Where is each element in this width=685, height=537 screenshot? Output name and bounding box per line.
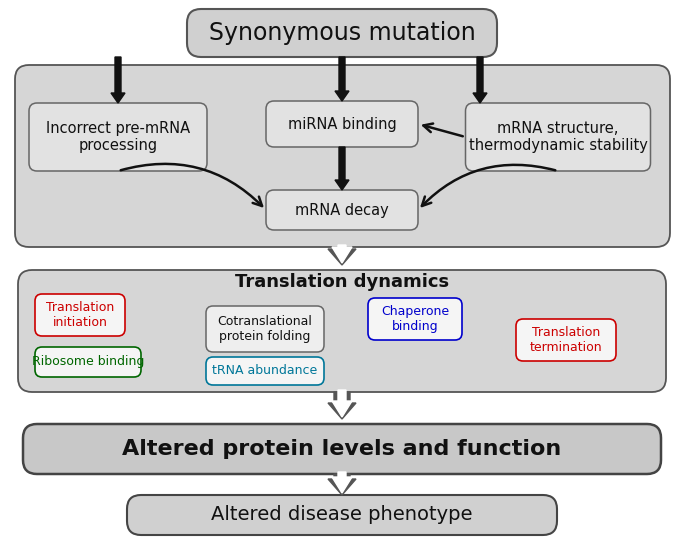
Text: mRNA structure,
thermodynamic stability: mRNA structure, thermodynamic stability [469,121,647,153]
FancyBboxPatch shape [29,103,207,171]
FancyBboxPatch shape [35,347,141,377]
Text: mRNA decay: mRNA decay [295,202,389,217]
Polygon shape [328,247,356,265]
Text: Cotranslational
protein folding: Cotranslational protein folding [218,315,312,343]
FancyBboxPatch shape [35,294,125,336]
Text: Translation
termination: Translation termination [530,326,602,354]
Text: Altered disease phenotype: Altered disease phenotype [211,505,473,525]
Polygon shape [111,57,125,103]
Text: Altered protein levels and function: Altered protein levels and function [123,439,562,459]
Polygon shape [335,57,349,101]
FancyBboxPatch shape [266,190,418,230]
Polygon shape [332,245,352,263]
FancyBboxPatch shape [187,9,497,57]
FancyBboxPatch shape [516,319,616,361]
Text: tRNA abundance: tRNA abundance [212,365,318,378]
Polygon shape [328,392,356,419]
Polygon shape [328,474,356,495]
Text: Incorrect pre-mRNA
processing: Incorrect pre-mRNA processing [46,121,190,153]
FancyBboxPatch shape [23,424,661,474]
FancyBboxPatch shape [15,65,670,247]
Text: Chaperone
binding: Chaperone binding [381,305,449,333]
Text: Translation
initiation: Translation initiation [46,301,114,329]
Polygon shape [332,390,352,417]
FancyBboxPatch shape [18,270,666,392]
Text: Translation dynamics: Translation dynamics [235,273,449,291]
Text: miRNA binding: miRNA binding [288,117,397,132]
Text: Ribosome binding: Ribosome binding [32,355,144,368]
FancyBboxPatch shape [266,101,418,147]
Polygon shape [473,57,487,103]
Text: Synonymous mutation: Synonymous mutation [209,21,475,45]
FancyBboxPatch shape [206,357,324,385]
Polygon shape [335,147,349,190]
Polygon shape [332,472,352,493]
FancyBboxPatch shape [127,495,557,535]
FancyBboxPatch shape [206,306,324,352]
FancyBboxPatch shape [368,298,462,340]
FancyBboxPatch shape [466,103,651,171]
